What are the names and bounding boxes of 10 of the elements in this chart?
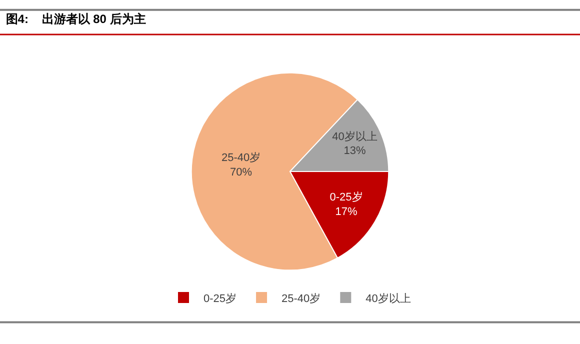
legend-label: 0-25岁 <box>204 292 237 305</box>
slice-label: 0-25岁 <box>330 192 363 204</box>
text: 图4: 出游者以 80 后为主 <box>6 12 146 26</box>
data-label: 13% <box>344 145 366 158</box>
data-label: 70% <box>230 166 252 178</box>
slice-label: 40岁以上 <box>332 130 378 143</box>
data-label: 17% <box>335 206 358 218</box>
legend-label: 40岁以上 <box>366 292 411 305</box>
slice-label: 25-40岁 <box>222 152 261 164</box>
legend-label: 25-40岁 <box>282 292 321 305</box>
